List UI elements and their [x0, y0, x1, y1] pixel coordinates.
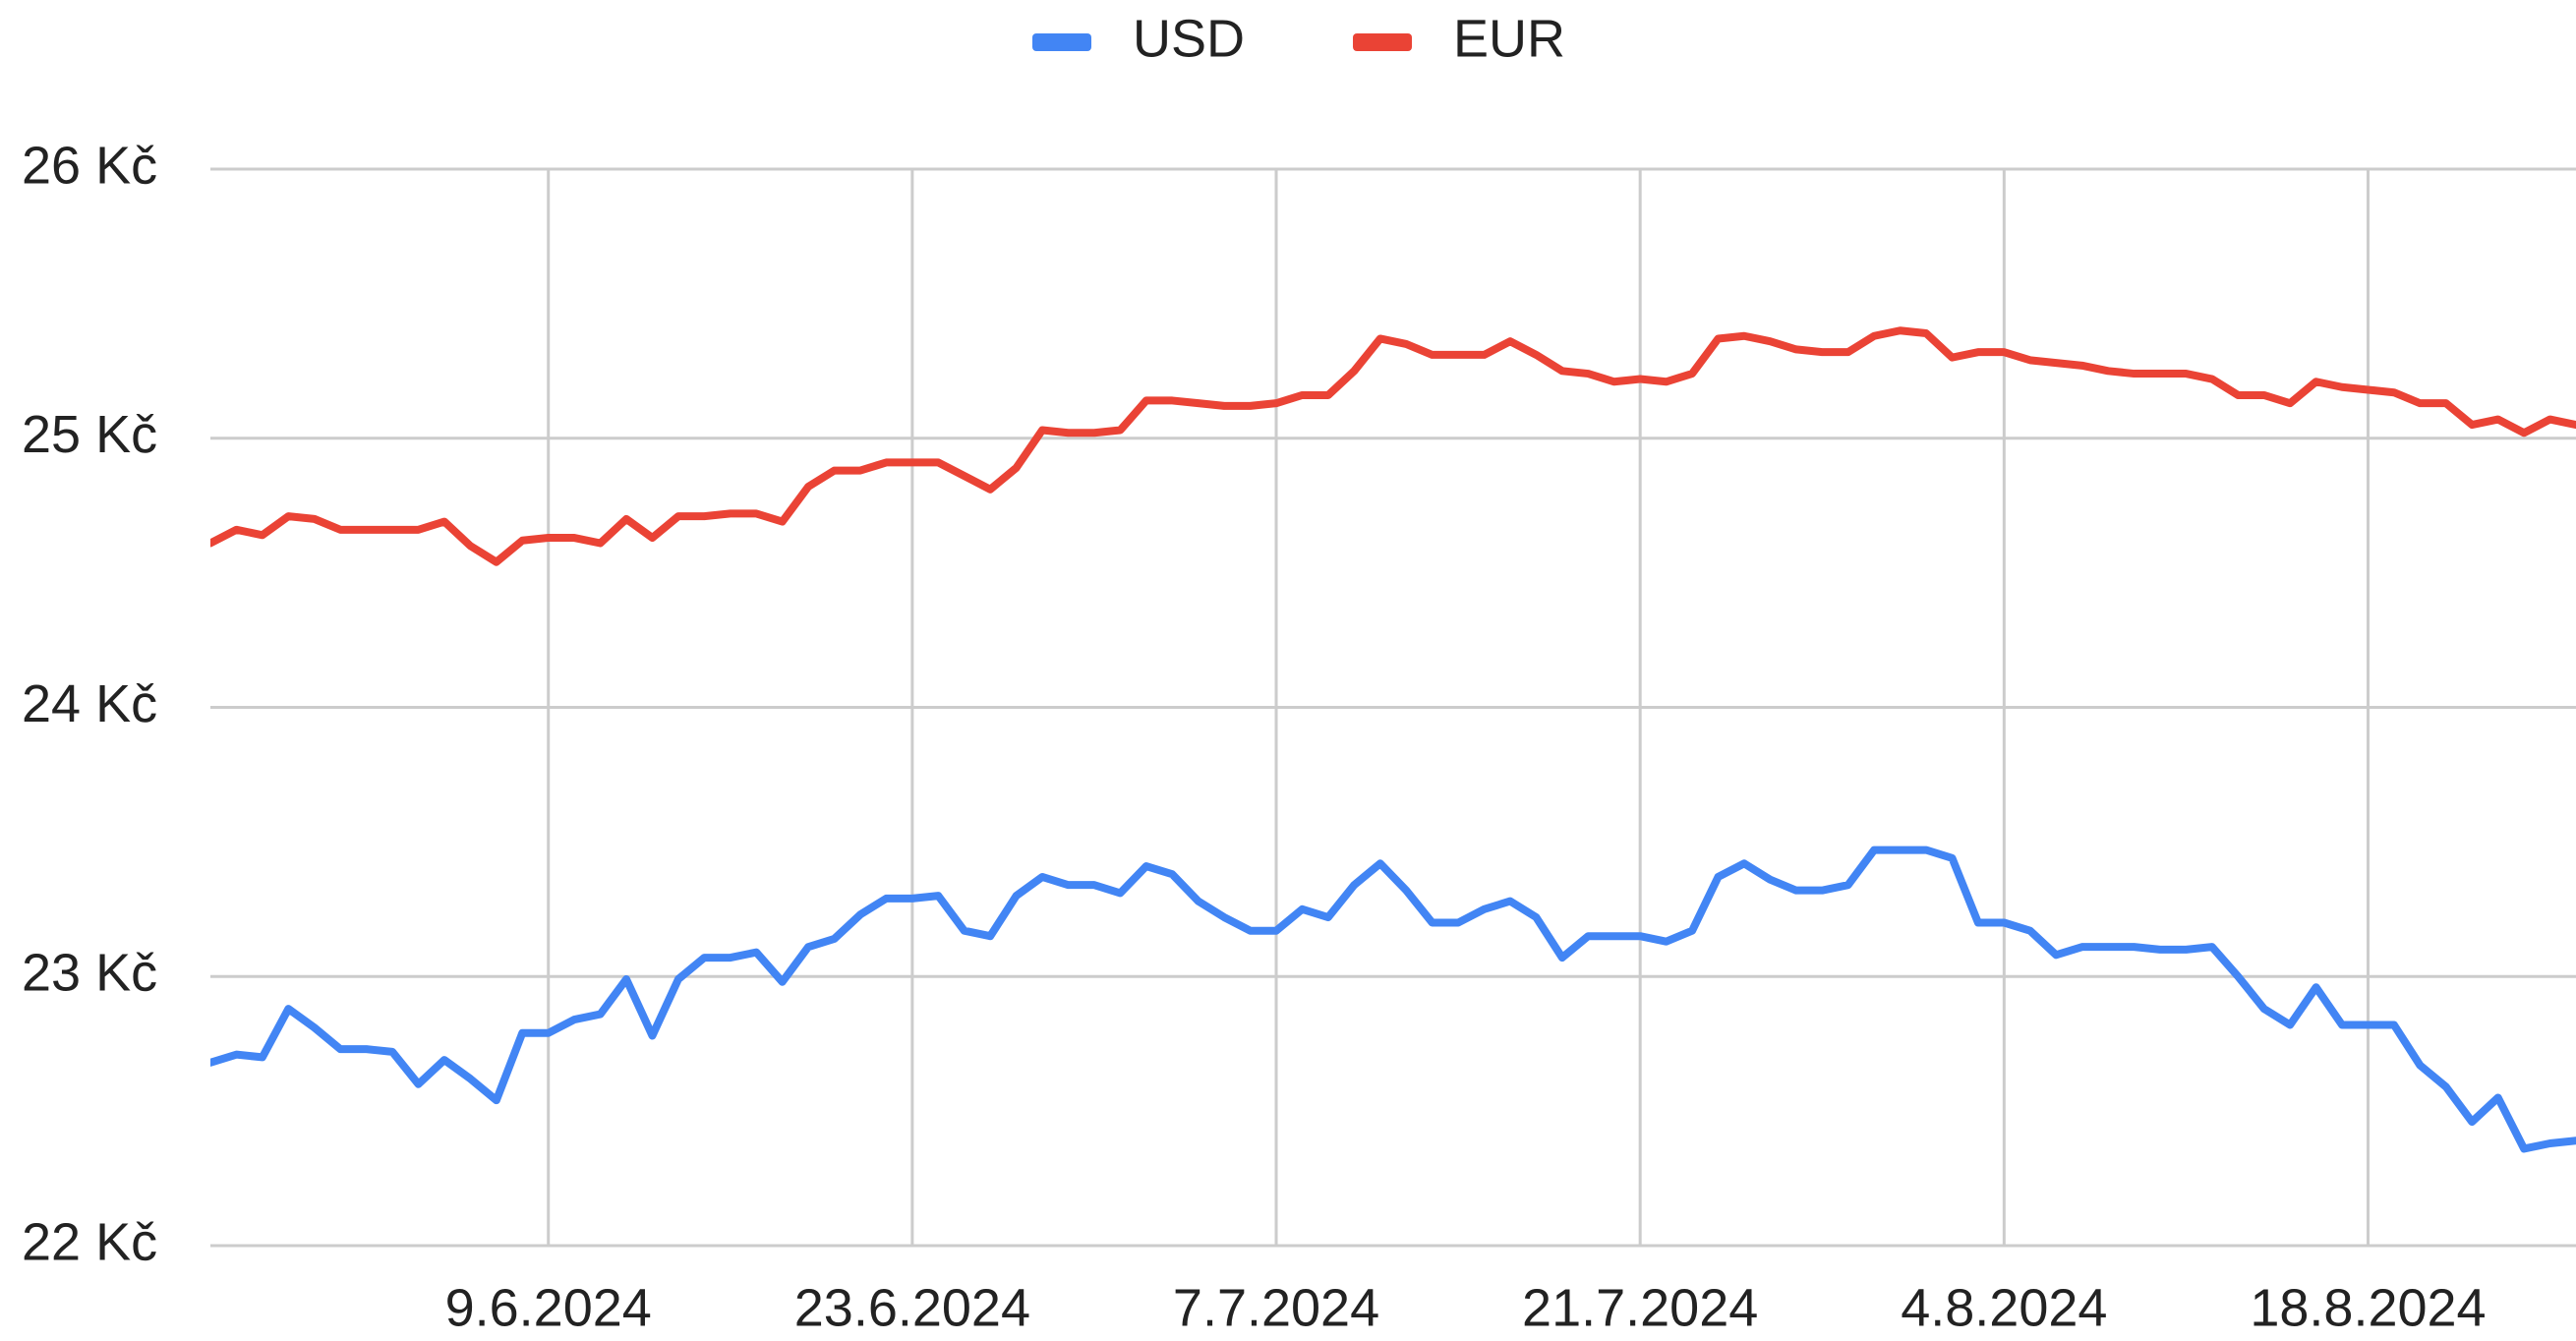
x-tick-label: 21.7.2024 [1522, 1278, 1758, 1337]
x-tick-label: 23.6.2024 [794, 1278, 1030, 1337]
x-tick-label: 18.8.2024 [2250, 1278, 2486, 1337]
y-tick-label: 23 Kč [22, 944, 157, 1003]
legend: USD EUR [1032, 9, 1565, 68]
series-line [210, 326, 2576, 566]
legend-swatch [1353, 33, 1413, 51]
labels: 22 Kč 23 Kč 24 Kč 25 Kč 26 Kč 9.6.2024 23.6.20… [22, 136, 2487, 1337]
series-line [210, 845, 2576, 1153]
y-tick-label: 26 Kč [22, 136, 157, 195]
x-tick-label: 9.6.2024 [445, 1278, 652, 1337]
y-tick-label: 22 Kč [22, 1212, 157, 1271]
lines [210, 326, 2576, 1153]
grid [210, 167, 2576, 1248]
x-tick-label: 7.7.2024 [1173, 1278, 1379, 1337]
y-tick-label: 24 Kč [22, 674, 157, 733]
legend-swatch [1032, 33, 1091, 51]
y-tick-label: 25 Kč [22, 405, 157, 464]
legend-label: EUR [1453, 9, 1565, 68]
legend-label: USD [1133, 9, 1245, 68]
x-tick-label: 4.8.2024 [1901, 1278, 2107, 1337]
